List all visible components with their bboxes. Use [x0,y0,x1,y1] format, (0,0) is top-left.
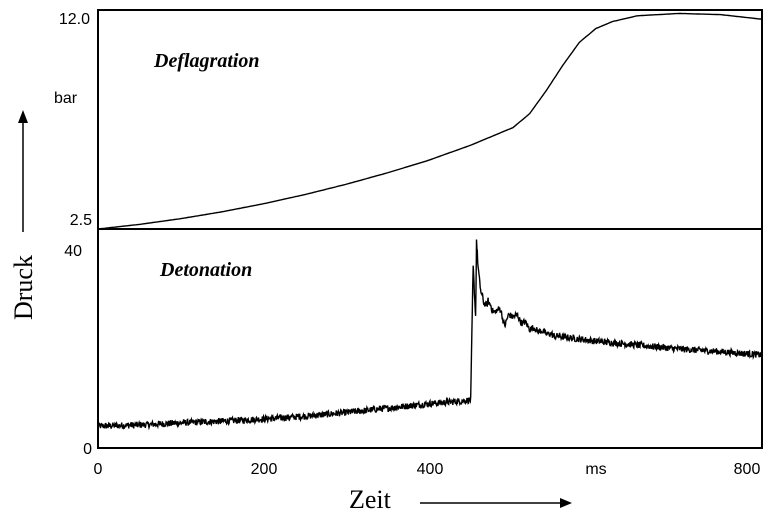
top-panel-frame [97,9,763,230]
x-tick-400: 400 [417,461,444,478]
x-axis-arrow-head [560,498,572,508]
top-annotation: Deflagration [153,50,260,72]
series-deflagration-line [97,12,763,230]
top-y-tick-min: 2.5 [70,212,92,229]
bottom-annotation: Detonation [159,259,252,281]
x-tick-unit: ms [585,461,606,478]
y-axis-label: Druck [9,255,38,320]
top-y-unit: bar [54,90,78,107]
bottom-panel-frame [97,228,763,449]
bottom-y-tick-max: 40 [64,243,82,260]
top-y-tick-max: 12.0 [59,11,90,28]
bottom-y-tick-min: 0 [83,441,92,458]
series-detonation-line [97,239,763,431]
y-axis-arrow-head [18,110,28,123]
x-tick-200: 200 [251,461,278,478]
x-tick-800: 800 [734,461,761,478]
x-axis-label: Zeit [349,485,392,514]
x-tick-0: 0 [94,461,103,478]
